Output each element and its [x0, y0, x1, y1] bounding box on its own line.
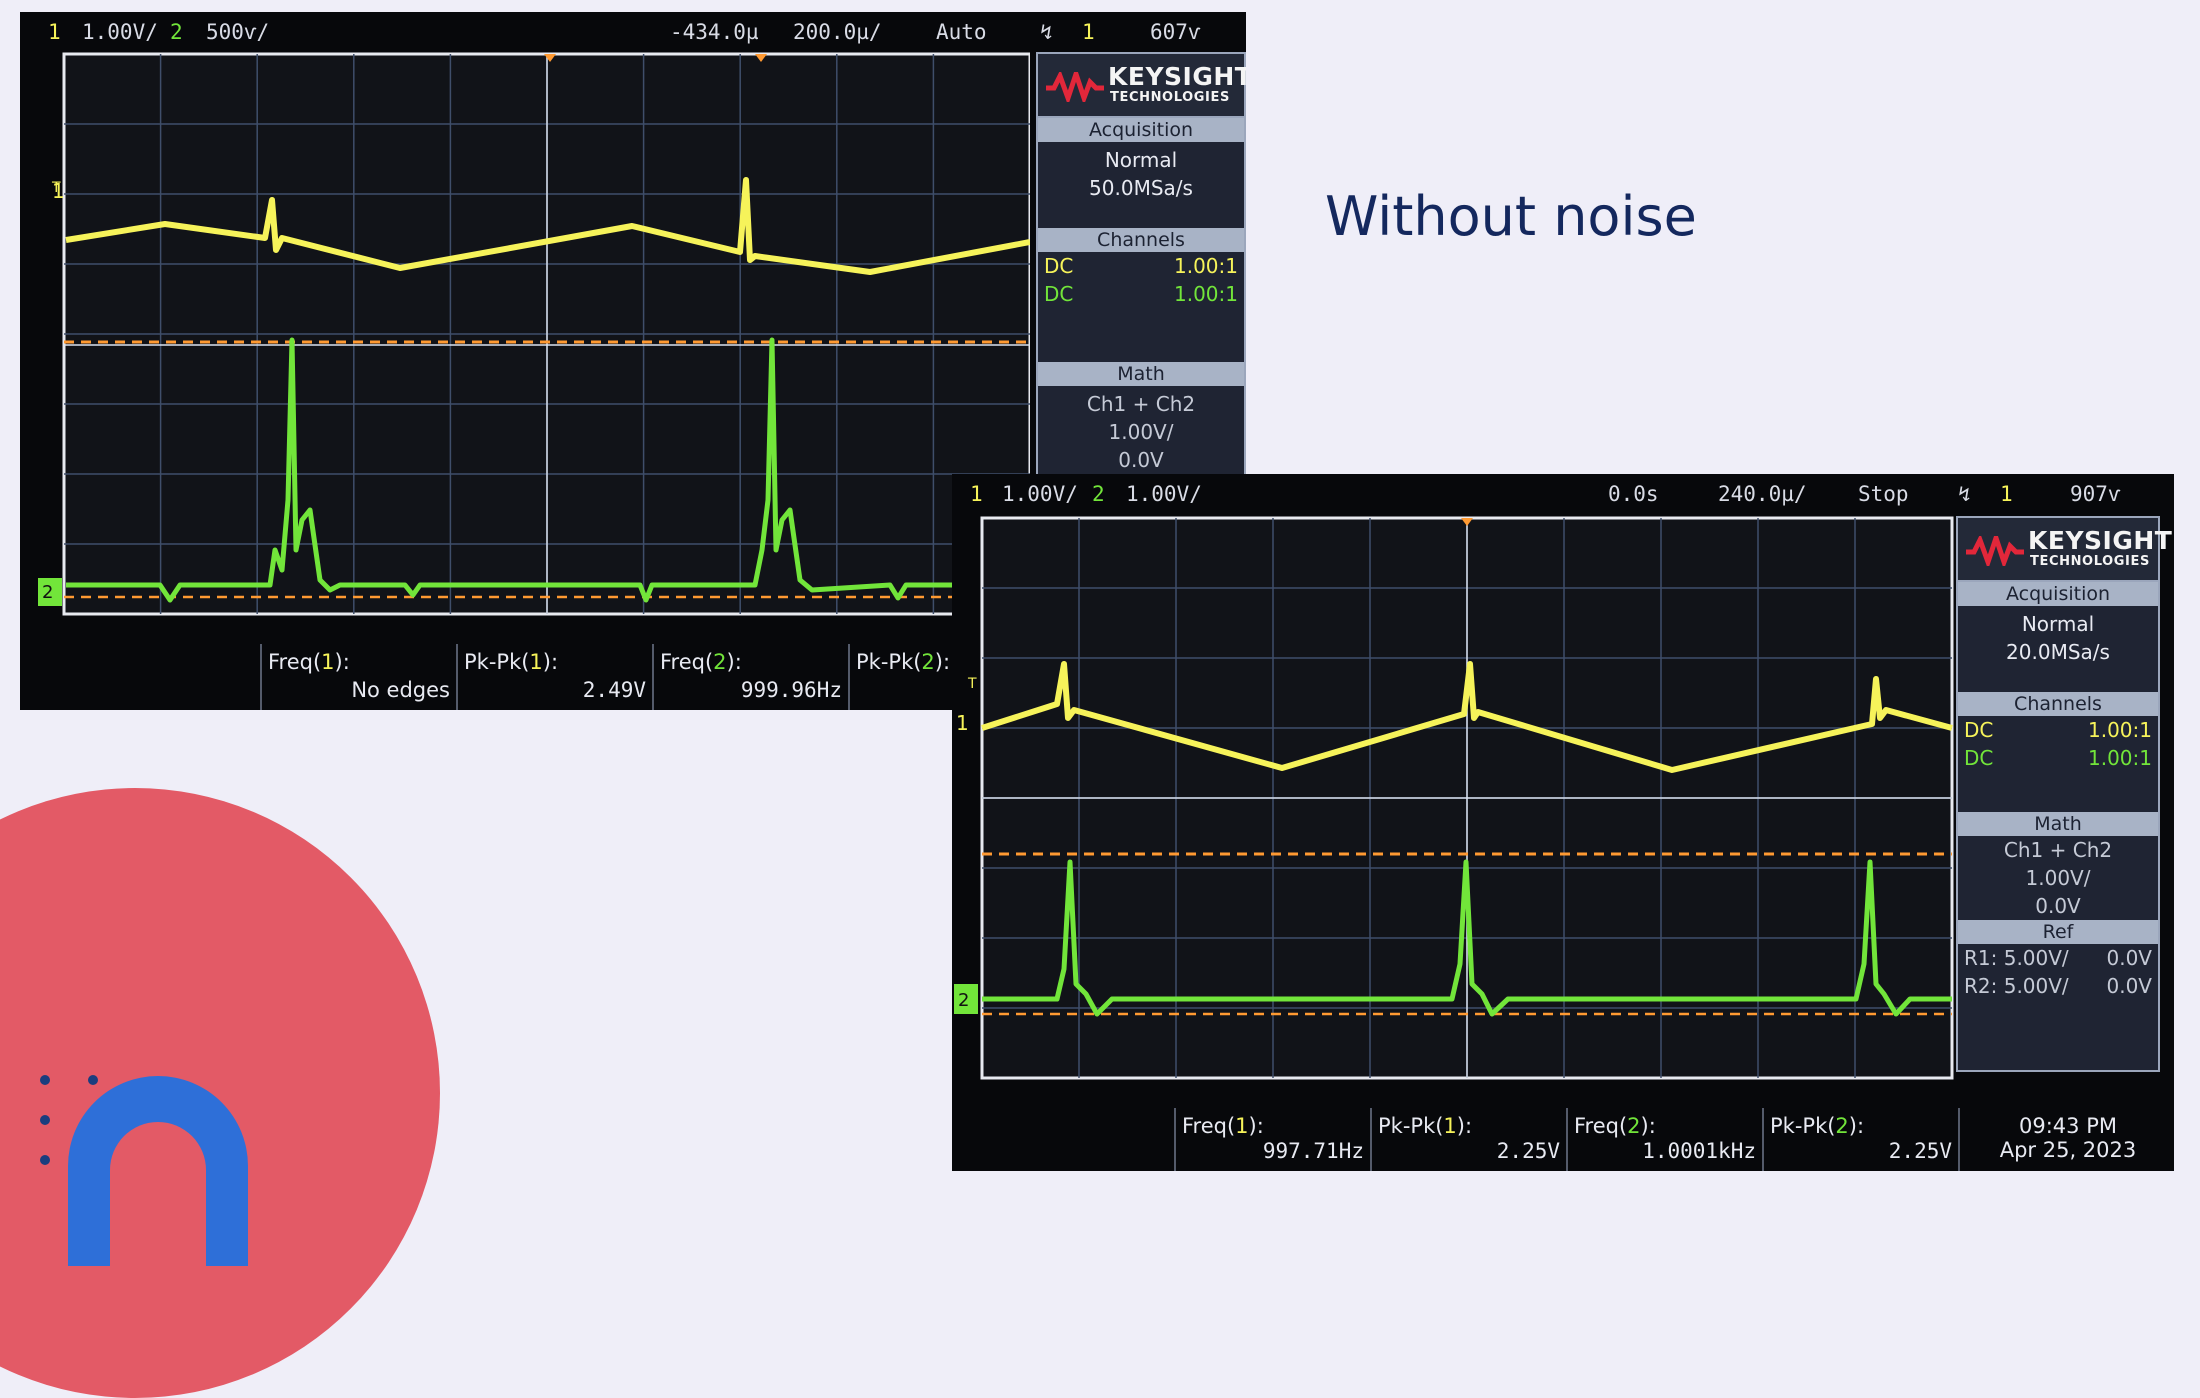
slide-title: Without noise [1325, 185, 1697, 248]
timestamp: 09:43 PM Apr 25, 2023 [1958, 1108, 2174, 1171]
ch2-number: 2 [1092, 482, 1105, 506]
brand-subtitle: TECHNOLOGIES [1110, 90, 1230, 105]
measurement-3: Freq(2): 999.96Hz [652, 644, 850, 710]
brand-name: KEYSIGHT [2028, 526, 2173, 555]
oscilloscope-screenshot-2: 1 1.00V/ 2 1.00V/ 0.0s 240.0µ/ Stop ↯ 1 … [952, 474, 2174, 1171]
run-mode: Stop [1858, 482, 1909, 506]
ch1-scale: 1.00V/ [82, 20, 158, 44]
trigger-source: 1 [1082, 20, 1095, 44]
ch1-number: 1 [48, 20, 61, 44]
r1-offset: 0.0V [2106, 946, 2153, 970]
trigger-edge-icon: ↯ [1040, 20, 1053, 44]
measurement-value: No edges [351, 678, 450, 702]
svg-text:1: 1 [52, 179, 65, 203]
clock-time: 09:43 PM [2019, 1114, 2117, 1138]
acquisition-mode: Normal [2021, 612, 2095, 636]
math-offset: 0.0V [2035, 894, 2081, 918]
acquisition-header: Acquisition [1958, 582, 2158, 606]
math-scale: 1.00V/ [1108, 420, 1174, 444]
measurement-value: 2.25V [1888, 1139, 1952, 1163]
measurement-value: 999.96Hz [740, 678, 842, 702]
scope2-measurements: Freq(1): 997.71Hz Pk-Pk(1): 2.25V Freq(2… [1174, 1108, 2174, 1171]
ch2-coupling: DC [1964, 746, 1994, 770]
math-offset: 0.0V [1118, 448, 1164, 472]
r2-label: R2: [1964, 974, 1998, 998]
timebase-readout: 200.0µ/ [793, 20, 882, 44]
ch1-probe: 1.00:1 [1174, 254, 1238, 278]
decorative-red-circle [0, 788, 440, 1398]
measurement-value: 997.71Hz [1262, 1139, 1364, 1163]
r2-offset: 0.0V [2106, 974, 2153, 998]
ch2-scale: 500ѵ/ [206, 20, 270, 44]
keysight-wave-icon [1046, 72, 1104, 102]
sample-rate: 50.0MSa/s [1089, 176, 1193, 200]
scope1-side-panel: KEYSIGHT TECHNOLOGIES Acquisition Normal… [1036, 52, 1246, 516]
acquisition-mode: Normal [1104, 148, 1178, 172]
clock-date: Apr 25, 2023 [1999, 1138, 2137, 1162]
svg-text:T: T [51, 180, 61, 196]
channels-header: Channels [1038, 228, 1244, 252]
scope2-status-bar: 1 1.00V/ 2 1.00V/ 0.0s 240.0µ/ Stop ↯ 1 … [952, 474, 2174, 514]
scope1-graticule: 1 T 2 [38, 52, 1030, 616]
ch2-coupling: DC [1044, 282, 1074, 306]
ch2-number: 2 [170, 20, 183, 44]
math-header: Math [1958, 812, 2158, 836]
keysight-logo: KEYSIGHT TECHNOLOGIES [1038, 54, 1246, 118]
measurement-4: Pk-Pk(2): [848, 644, 1046, 710]
ch1-number: 1 [970, 482, 983, 506]
measurement-value: 2.49V [582, 678, 646, 702]
math-scale: 1.00V/ [2025, 866, 2091, 890]
ch1-coupling: DC [1044, 254, 1074, 278]
acquisition-header: Acquisition [1038, 118, 1244, 142]
ch1-scale: 1.00V/ [1002, 482, 1078, 506]
trigger-level: 907ѵ [2070, 482, 2121, 506]
scope1-measurements: Freq(1): No edges Pk-Pk(1): 2.49V Freq(2… [260, 644, 1246, 710]
svg-text:2: 2 [958, 990, 969, 1011]
ch1-probe: 1.00:1 [2088, 718, 2152, 742]
math-expression: Ch1 + Ch2 [1086, 392, 1196, 416]
delay-readout: 0.0s [1608, 482, 1659, 506]
ch2-scale: 1.00V/ [1126, 482, 1202, 506]
svg-text:T: T [967, 676, 977, 692]
trigger-source: 1 [2000, 482, 2013, 506]
decorative-blue-arch [68, 1076, 248, 1272]
brand-name: KEYSIGHT [1108, 62, 1246, 91]
delay-readout: -434.0µ [670, 20, 759, 44]
brand-subtitle: TECHNOLOGIES [2030, 554, 2150, 569]
run-mode: Auto [936, 20, 987, 44]
ch1-coupling: DC [1964, 718, 1994, 742]
ch2-probe: 1.00:1 [1174, 282, 1238, 306]
measurement-value: 1.0001kHz [1642, 1139, 1756, 1163]
measurement-3: Freq(2): 1.0001kHz [1566, 1108, 1764, 1171]
measurement-2: Pk-Pk(1): 2.25V [1370, 1108, 1568, 1171]
timebase-readout: 240.0µ/ [1718, 482, 1807, 506]
scope2-graticule: 1 T 2 [954, 516, 1954, 1080]
r1-scale: 5.00V/ [2003, 946, 2069, 970]
svg-text:2: 2 [42, 582, 53, 603]
trigger-edge-icon: ↯ [1958, 482, 1971, 506]
measurement-1: Freq(1): No edges [260, 644, 458, 710]
sample-rate: 20.0MSa/s [2006, 640, 2110, 664]
measurement-2: Pk-Pk(1): 2.49V [456, 644, 654, 710]
r1-label: R1: [1964, 946, 1998, 970]
scope2-side-panel: KEYSIGHT TECHNOLOGIES Acquisition Normal… [1956, 516, 2172, 1072]
ch2-probe: 1.00:1 [2088, 746, 2152, 770]
r2-scale: 5.00V/ [2003, 974, 2069, 998]
keysight-wave-icon [1966, 536, 2024, 566]
trigger-level: 607ѵ [1150, 20, 1201, 44]
ref-header: Ref [1958, 920, 2158, 944]
math-expression: Ch1 + Ch2 [2003, 838, 2113, 862]
measurement-1: Freq(1): 997.71Hz [1174, 1108, 1372, 1171]
measurement-value: 2.25V [1496, 1139, 1560, 1163]
measurement-4: Pk-Pk(2): 2.25V [1762, 1108, 1960, 1171]
svg-text:1: 1 [956, 711, 969, 735]
scope1-status-bar: 1 1.00V/ 2 500ѵ/ -434.0µ 200.0µ/ Auto ↯ … [20, 12, 1246, 52]
keysight-logo: KEYSIGHT TECHNOLOGIES [1958, 518, 2172, 582]
channels-header: Channels [1958, 692, 2158, 716]
math-header: Math [1038, 362, 1244, 386]
